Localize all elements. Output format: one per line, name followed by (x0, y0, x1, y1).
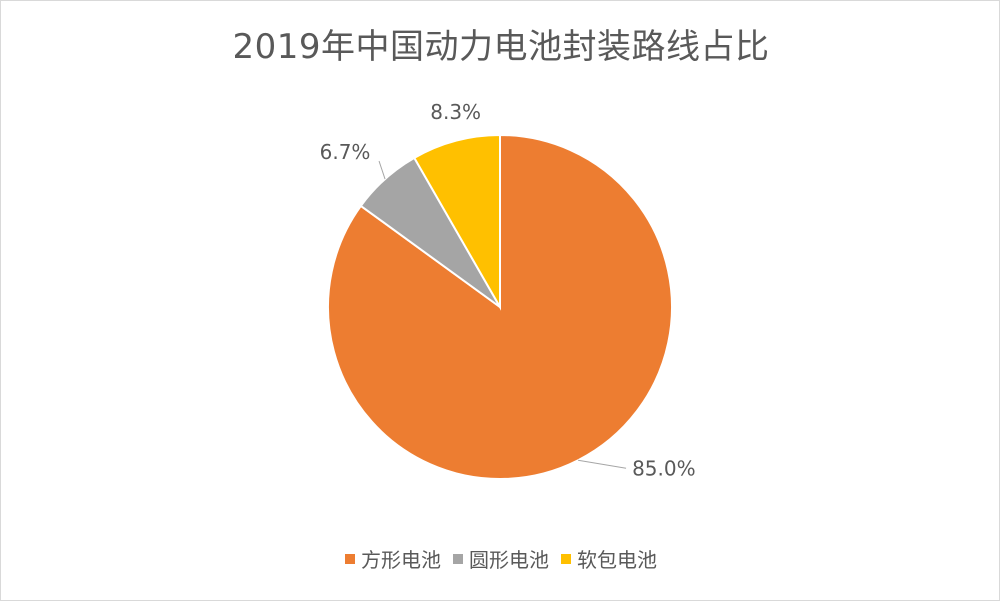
legend-item-pouch-cell: 软包电池 (561, 544, 657, 573)
data-label-2: 8.3% (430, 100, 481, 124)
legend-label: 圆形电池 (469, 548, 549, 572)
leader-line-0 (578, 459, 627, 469)
pie-slice-2 (412, 133, 501, 311)
data-label-0: 85.0% (632, 456, 696, 480)
legend-label: 软包电池 (577, 548, 657, 572)
legend-label: 方形电池 (361, 548, 441, 572)
leader-line-1 (378, 160, 386, 180)
data-label-1: 6.7% (320, 140, 371, 164)
legend-item-square-cell: 方形电池 (345, 544, 441, 573)
chart-title: 2019年中国动力电池封装路线占比 (232, 27, 770, 67)
legend: 方形电池 圆形电池 软包电池 (1, 544, 1000, 573)
legend-swatch (561, 553, 571, 564)
legend-item-cylindrical-cell: 圆形电池 (453, 544, 549, 573)
legend-swatch (453, 553, 463, 564)
legend-swatch (345, 553, 355, 564)
